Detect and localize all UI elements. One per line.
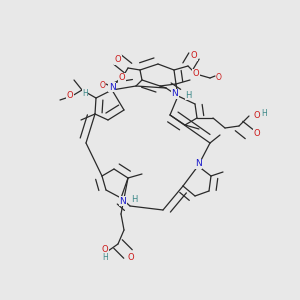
Text: N: N <box>172 89 178 98</box>
Text: O: O <box>216 74 222 82</box>
Text: O: O <box>128 253 134 262</box>
Text: O: O <box>191 52 197 61</box>
Text: H: H <box>131 196 137 205</box>
Text: H: H <box>261 110 267 118</box>
Text: O: O <box>67 92 73 100</box>
Text: H: H <box>82 89 88 98</box>
Text: H: H <box>185 91 191 100</box>
Text: N: N <box>109 82 116 91</box>
Text: N: N <box>195 160 201 169</box>
Text: O: O <box>119 74 125 82</box>
Text: N: N <box>120 196 126 206</box>
Text: O: O <box>253 130 260 139</box>
Text: O: O <box>102 244 108 253</box>
Text: H: H <box>102 254 108 262</box>
Text: O: O <box>115 56 121 64</box>
Text: O: O <box>253 112 260 121</box>
Text: O: O <box>193 70 199 79</box>
Text: O: O <box>100 82 106 91</box>
